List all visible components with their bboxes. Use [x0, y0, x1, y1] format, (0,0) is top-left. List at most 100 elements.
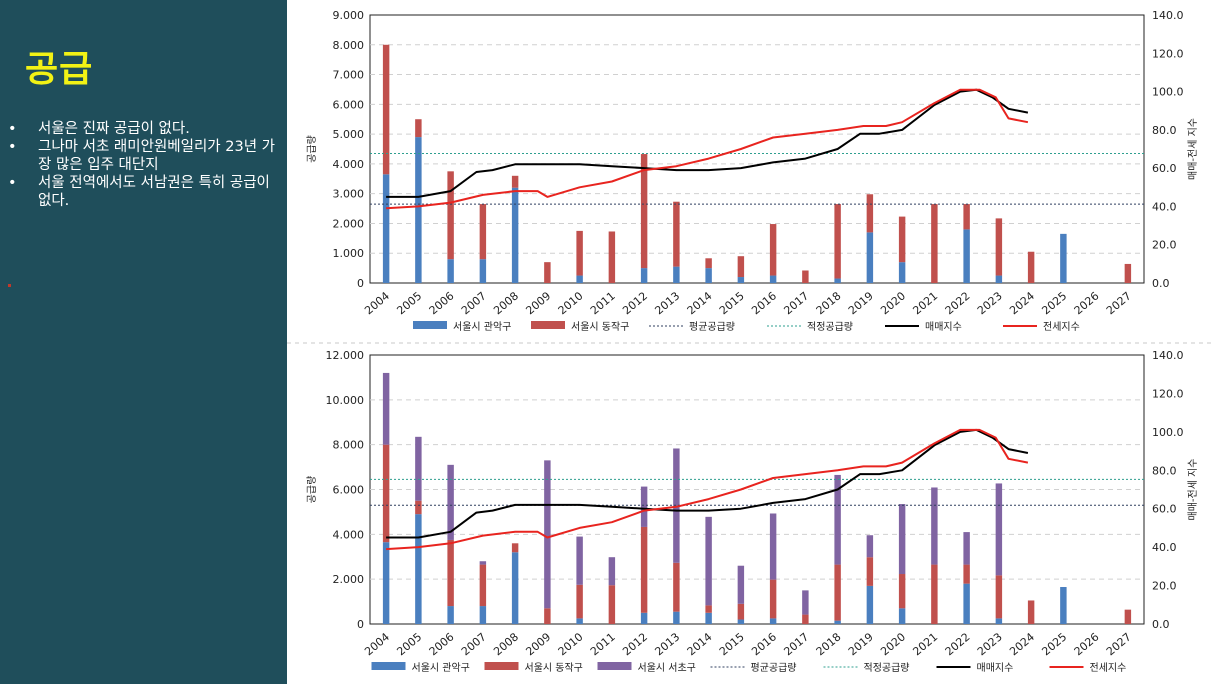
bar [447, 171, 454, 260]
y-right-axis-label: 매매-전세 지수 [1187, 118, 1199, 180]
bar [931, 487, 938, 565]
bar [866, 232, 874, 283]
bar [382, 44, 390, 175]
bullet-item: 서울은 진짜 공급이 없다. [8, 120, 280, 138]
bar [608, 557, 616, 586]
bar [415, 500, 422, 515]
bar [898, 574, 906, 609]
y-right-tick-label: 120.0 [1152, 387, 1184, 400]
bar [382, 174, 390, 283]
legend-label: 전세지수 [1090, 662, 1127, 674]
bar [995, 575, 1003, 619]
y-left-tick-label: 0 [357, 277, 364, 290]
sidebar: 공급 서울은 진짜 공급이 없다. 그나마 서초 래미안원베일리가 23년 가장… [0, 0, 287, 684]
x-tick-label: 2025 [1039, 289, 1069, 317]
legend-label: 평균공급량 [689, 321, 735, 333]
y-left-tick-label: 8.000 [333, 439, 365, 452]
y-left-axis-label: 공급량 [306, 135, 318, 163]
bar [769, 513, 777, 580]
y-left-tick-label: 4.000 [333, 528, 365, 541]
y-right-tick-label: 100.0 [1152, 86, 1184, 99]
y-right-tick-label: 60.0 [1152, 503, 1177, 516]
y-right-tick-label: 140.0 [1152, 9, 1184, 22]
x-tick-label: 2009 [523, 289, 553, 317]
x-tick-label: 2016 [749, 289, 779, 317]
bar [479, 606, 487, 624]
x-tick-label: 2023 [975, 289, 1005, 317]
y-right-tick-label: 0.0 [1152, 277, 1170, 290]
bar [382, 372, 390, 445]
x-tick-label: 2013 [652, 630, 682, 658]
bar [898, 504, 906, 575]
bar [769, 224, 777, 276]
bar [576, 536, 583, 585]
bar [415, 119, 422, 138]
bar [673, 448, 680, 563]
bar [479, 259, 487, 283]
x-tick-label: 2011 [588, 630, 618, 658]
bar [576, 584, 583, 619]
bar [963, 564, 970, 584]
y-left-tick-label: 1.000 [333, 247, 365, 260]
bar [898, 216, 906, 263]
y-right-tick-label: 20.0 [1152, 580, 1177, 593]
bar [963, 583, 970, 624]
x-tick-label: 2019 [846, 630, 876, 658]
x-tick-label: 2005 [394, 289, 424, 317]
bar [447, 464, 454, 540]
y-left-axis-label: 공급량 [306, 476, 318, 504]
x-tick-label: 2012 [620, 289, 650, 317]
bar [802, 614, 809, 624]
legend-label: 매매지수 [925, 321, 962, 333]
bar [447, 539, 454, 607]
y-right-tick-label: 80.0 [1152, 124, 1177, 137]
bar [640, 154, 648, 269]
index-line [386, 88, 1029, 210]
bar [705, 605, 712, 613]
legend-label: 전세지수 [1043, 321, 1080, 333]
x-tick-label: 2021 [910, 289, 940, 317]
x-tick-label: 2010 [556, 630, 586, 658]
bar [447, 259, 454, 283]
index-line [386, 428, 1029, 539]
bar [802, 590, 809, 615]
bar [415, 137, 422, 283]
x-tick-label: 2024 [1007, 630, 1037, 658]
legend-label: 매매지수 [977, 662, 1014, 674]
y-right-tick-label: 100.0 [1152, 426, 1184, 439]
legend-swatch [597, 662, 632, 670]
bar [1027, 600, 1035, 624]
bar [382, 444, 390, 543]
bar [673, 266, 680, 283]
bar [673, 201, 680, 267]
bar [479, 561, 487, 565]
y-right-tick-label: 20.0 [1152, 239, 1177, 252]
x-tick-label: 2008 [491, 289, 521, 317]
bar [931, 204, 938, 283]
x-tick-label: 2014 [685, 289, 715, 317]
slide-title: 공급 [25, 49, 94, 90]
x-tick-label: 2012 [620, 630, 650, 658]
bar [866, 535, 874, 558]
x-tick-label: 2020 [878, 630, 908, 658]
bar [834, 474, 841, 565]
bar [479, 564, 487, 607]
legend-swatch [413, 321, 447, 329]
bar [511, 552, 519, 624]
bar [608, 585, 616, 624]
x-tick-label: 2006 [427, 630, 457, 658]
bar [995, 218, 1003, 276]
bar [834, 564, 841, 621]
x-tick-label: 2023 [975, 630, 1005, 658]
bar [382, 542, 390, 624]
bar [511, 543, 519, 553]
legend-swatch [531, 321, 565, 329]
bar [866, 194, 874, 233]
y-right-tick-label: 40.0 [1152, 541, 1177, 554]
x-tick-label: 2018 [814, 630, 844, 658]
bar [415, 514, 422, 624]
x-tick-label: 2019 [846, 289, 876, 317]
y-right-tick-label: 60.0 [1152, 162, 1177, 175]
bar [479, 204, 487, 260]
bar [544, 608, 551, 624]
